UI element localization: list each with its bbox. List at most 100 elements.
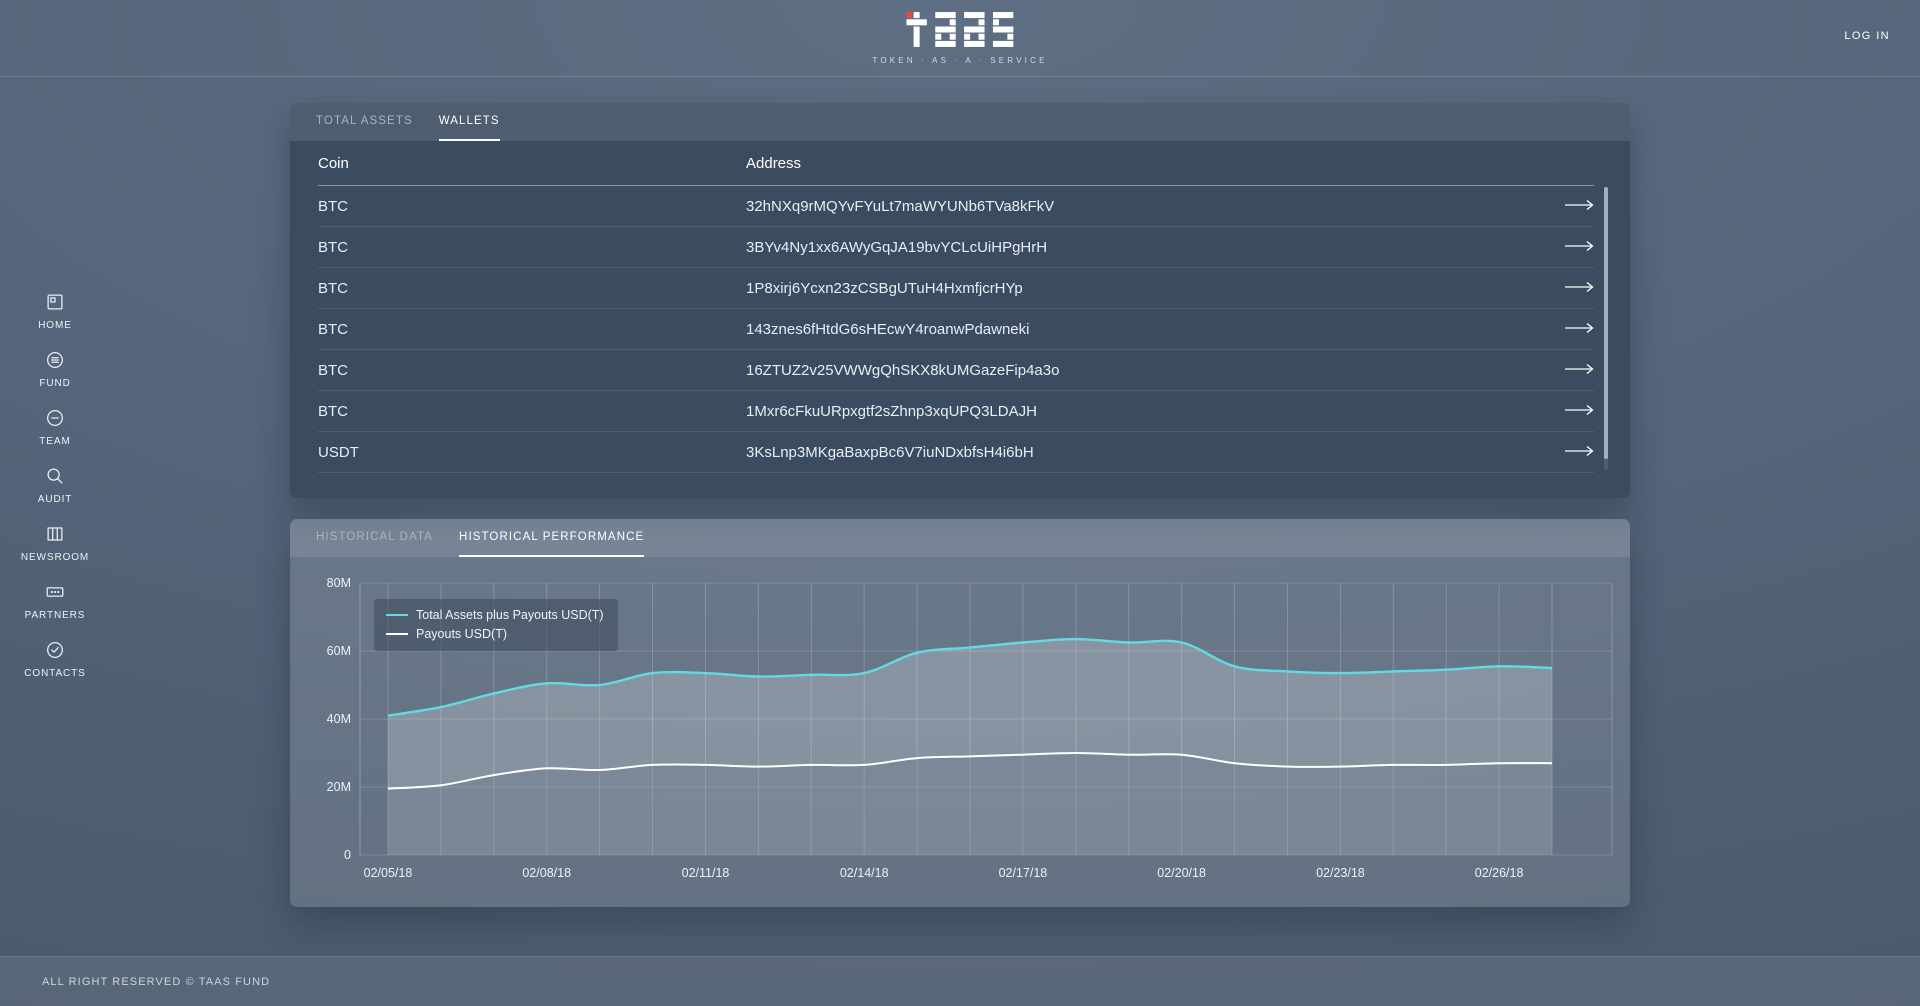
arrow-right-icon (1564, 362, 1594, 379)
arrow-right-icon (1564, 198, 1594, 215)
open-address-button[interactable] (1564, 239, 1594, 256)
cell-coin: BTC (318, 197, 348, 215)
wallets-tabstrip: TOTAL ASSETS WALLETS (290, 103, 1630, 141)
cell-coin: USDT (318, 443, 359, 461)
arrow-right-icon (1564, 239, 1594, 256)
column-header-address: Address (746, 154, 802, 172)
arrow-right-icon (1564, 444, 1594, 461)
svg-text:02/11/18: 02/11/18 (682, 866, 730, 880)
cell-coin: BTC (318, 279, 348, 297)
line-chart: 0 20M 40M 60M 80M 02/05/18 02/08/18 02/11/18 02/… (304, 571, 1624, 893)
cell-address: 143znes6fHtdG6sHEcwY4roanwPdawneki (746, 320, 1030, 338)
svg-text:02/20/18: 02/20/18 (1157, 866, 1206, 880)
table-row: BTC 143znes6fHtdG6sHEcwY4roanwPdawneki (318, 309, 1594, 350)
svg-text:02/05/18: 02/05/18 (364, 866, 413, 880)
newsroom-icon (44, 522, 66, 546)
cell-coin: BTC (318, 238, 348, 256)
sidebar-item-team[interactable]: TEAM (12, 406, 98, 447)
svg-text:80M: 80M (327, 576, 351, 590)
open-address-button[interactable] (1564, 362, 1594, 379)
history-tabstrip: HISTORICAL DATA HISTORICAL PERFORMANCE (290, 519, 1630, 557)
arrow-right-icon (1564, 280, 1594, 297)
sidebar-item-label: CONTACTS (24, 668, 86, 679)
sidebar-item-label: FUND (39, 378, 71, 389)
history-tab-historical-data[interactable]: HISTORICAL DATA (316, 531, 434, 543)
footer: ALL RIGHT RESERVED © TAAS FUND (0, 956, 1920, 1006)
open-address-button[interactable] (1564, 198, 1594, 215)
legend-swatch (386, 614, 408, 616)
sidebar: HOME FUND TEAM AUDIT NEWSROOM PARTNERS C… (12, 290, 98, 679)
legend-item: Total Assets plus Payouts USD(T) (386, 608, 604, 622)
cell-address: 3KsLnp3MKgaBaxpBc6V7iuNDxbfsH4i6bH (746, 443, 1034, 461)
cell-address: 1P8xirj6Ycxn23zCSBgUTuH4HxmfjcrHYp (746, 279, 1023, 297)
svg-text:02/08/18: 02/08/18 (522, 866, 571, 880)
chart-area: 0 20M 40M 60M 80M 02/05/18 02/08/18 02/11/18 02/… (290, 557, 1630, 893)
taas-logo-icon (906, 12, 1014, 47)
open-address-button[interactable] (1564, 321, 1594, 338)
scrollbar-thumb[interactable] (1604, 187, 1608, 459)
table-header-row: Coin Address (318, 141, 1594, 186)
team-icon (44, 406, 66, 430)
table-row: USDT 3KsLnp3MKgaBaxpBc6V7iuNDxbfsH4i6bH (318, 432, 1594, 473)
header: TOKEN · AS · A · SERVICE LOG IN (0, 0, 1920, 77)
partners-icon (44, 580, 66, 604)
table-row: BTC 1P8xirj6Ycxn23zCSBgUTuH4HxmfjcrHYp (318, 268, 1594, 309)
fund-icon (44, 348, 66, 372)
open-address-button[interactable] (1564, 444, 1594, 461)
sidebar-item-label: NEWSROOM (20, 552, 90, 563)
sidebar-item-audit[interactable]: AUDIT (12, 464, 98, 505)
wallets-tab-wallets[interactable]: WALLETS (438, 103, 500, 141)
table-row: BTC 3BYv4Ny1xx6AWyGqJA19bvYCLcUiHPgHrH (318, 227, 1594, 268)
copyright-text: ALL RIGHT RESERVED © TAAS FUND (42, 975, 271, 988)
wallets-panel: TOTAL ASSETS WALLETS Coin Address BTC 32h… (290, 103, 1630, 498)
legend-item: Payouts USD(T) (386, 627, 604, 641)
cell-address: 32hNXq9rMQYvFYuLt7maWYUNb6TVa8kFkV (746, 197, 1055, 215)
wallets-table-body: BTC 32hNXq9rMQYvFYuLt7maWYUNb6TVa8kFkV B… (318, 186, 1594, 473)
svg-text:0: 0 (344, 848, 351, 862)
open-address-button[interactable] (1564, 403, 1594, 420)
audit-icon (44, 464, 66, 488)
cell-address: 3BYv4Ny1xx6AWyGqJA19bvYCLcUiHPgHrH (746, 238, 1048, 256)
cell-coin: BTC (318, 361, 348, 379)
history-tab-historical-performance[interactable]: HISTORICAL PERFORMANCE (459, 519, 645, 557)
svg-text:40M: 40M (327, 712, 351, 726)
svg-text:60M: 60M (327, 644, 351, 658)
sidebar-item-label: AUDIT (37, 494, 73, 505)
table-row: BTC 32hNXq9rMQYvFYuLt7maWYUNb6TVa8kFkV (318, 186, 1594, 227)
sidebar-item-home[interactable]: HOME (12, 290, 98, 331)
table-row: BTC 1Mxr6cFkuURpxgtf2sZhnp3xqUPQ3LDAJH (318, 391, 1594, 432)
chart-legend: Total Assets plus Payouts USD(T) Payouts… (374, 599, 618, 651)
arrow-right-icon (1564, 321, 1594, 338)
sidebar-item-partners[interactable]: PARTNERS (12, 580, 98, 621)
sidebar-item-label: PARTNERS (24, 610, 86, 621)
cell-coin: BTC (318, 320, 348, 338)
home-icon (44, 290, 66, 314)
sidebar-item-label: TEAM (39, 436, 71, 447)
open-address-button[interactable] (1564, 280, 1594, 297)
sidebar-item-label: HOME (38, 320, 72, 331)
svg-text:02/17/18: 02/17/18 (999, 866, 1048, 880)
contacts-icon (44, 638, 66, 662)
arrow-right-icon (1564, 403, 1594, 420)
wallets-table: Coin Address BTC 32hNXq9rMQYvFYuLt7maWYU… (290, 141, 1630, 473)
svg-text:20M: 20M (327, 780, 351, 794)
wallets-tab-total-assets[interactable]: TOTAL ASSETS (316, 115, 413, 127)
legend-label: Total Assets plus Payouts USD(T) (416, 608, 604, 622)
cell-address: 1Mxr6cFkuURpxgtf2sZhnp3xqUPQ3LDAJH (746, 402, 1037, 420)
scrollbar-track (1604, 187, 1608, 470)
logo-subtitle: TOKEN · AS · A · SERVICE (872, 56, 1048, 65)
sidebar-item-fund[interactable]: FUND (12, 348, 98, 389)
svg-text:02/14/18: 02/14/18 (840, 866, 889, 880)
table-row: BTC 16ZTUZ2v25VWWgQhSKX8kUMGazeFip4a3o (318, 350, 1594, 391)
cell-address: 16ZTUZ2v25VWWgQhSKX8kUMGazeFip4a3o (746, 361, 1060, 379)
sidebar-item-contacts[interactable]: CONTACTS (12, 638, 98, 679)
taas-logo[interactable]: TOKEN · AS · A · SERVICE (872, 12, 1047, 65)
cell-coin: BTC (318, 402, 348, 420)
main-content: TOTAL ASSETS WALLETS Coin Address BTC 32h… (290, 0, 1630, 907)
column-header-coin: Coin (318, 154, 349, 172)
sidebar-item-newsroom[interactable]: NEWSROOM (12, 522, 98, 563)
login-button[interactable]: LOG IN (1844, 30, 1890, 42)
svg-text:02/23/18: 02/23/18 (1316, 866, 1365, 880)
legend-label: Payouts USD(T) (416, 627, 507, 641)
